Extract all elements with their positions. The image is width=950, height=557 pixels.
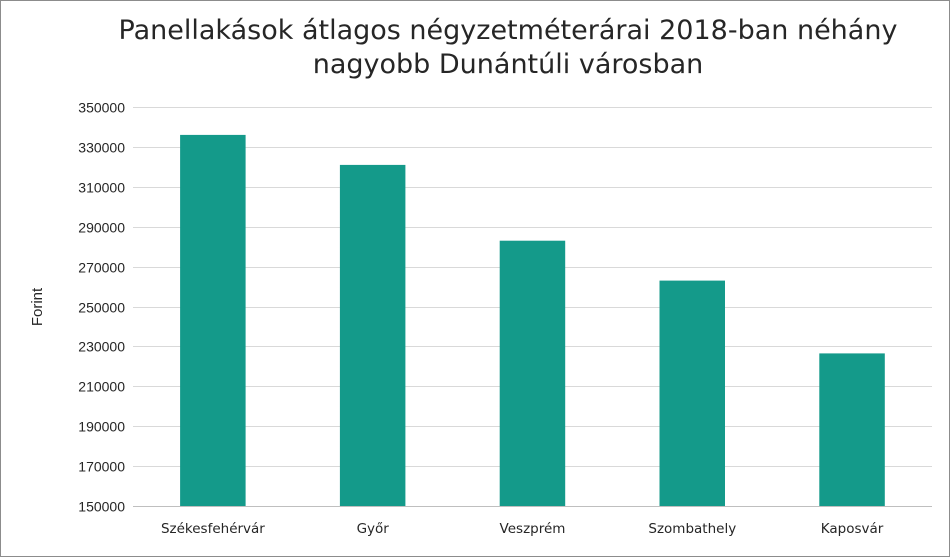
chart-title-line-2: nagyobb Dunántúli városban: [312, 49, 704, 80]
bar: [180, 134, 246, 506]
x-category-label: Veszprém: [500, 521, 566, 537]
y-tick-label: 170000: [78, 459, 125, 475]
y-tick-label: 310000: [78, 180, 125, 196]
y-tick-label: 270000: [78, 260, 125, 276]
x-category-label: Kaposvár: [821, 521, 884, 537]
y-tick-label: 210000: [78, 379, 125, 395]
x-category-label: Szombathely: [648, 521, 736, 537]
y-tick-label: 230000: [78, 339, 125, 355]
x-category-labels: Székesfehérvár Győr Veszprém Szombathely Kap…: [161, 521, 884, 537]
y-tick-label: 330000: [78, 140, 125, 156]
y-tick-label: 250000: [78, 300, 125, 316]
y-tick-label: 190000: [78, 419, 125, 435]
y-tick-labels: 150000 170000 190000 210000 230000 250000 2700…: [78, 100, 125, 515]
bar: [819, 353, 885, 506]
bars: [180, 134, 885, 506]
y-axis-title: Forint: [29, 287, 46, 326]
y-tick-label: 290000: [78, 220, 125, 236]
bar: [659, 280, 725, 506]
x-category-label: Győr: [357, 521, 390, 537]
x-category-label: Székesfehérvár: [161, 521, 265, 537]
y-tick-label: 150000: [78, 499, 125, 515]
bar: [339, 164, 406, 506]
bar: [499, 240, 566, 506]
chart-title-line-1: Panellakások átlagos négyzetméterárai 20…: [118, 15, 898, 46]
chart-title: Panellakások átlagos négyzetméterárai 20…: [0, 14, 950, 82]
y-tick-label: 350000: [78, 100, 125, 116]
